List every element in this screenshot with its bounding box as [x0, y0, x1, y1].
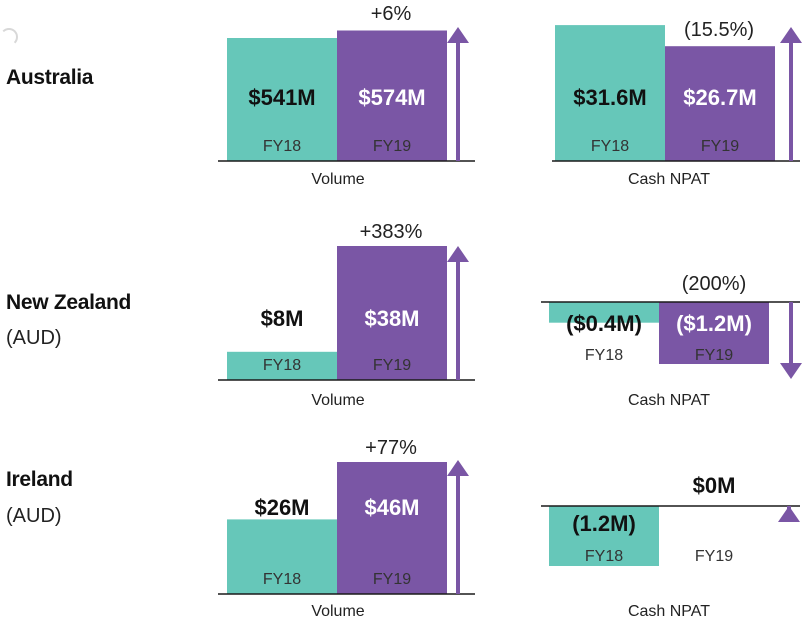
category-label-new-zealand-volume-fy18: FY18 [263, 357, 301, 374]
bar-australia-cash-npat-fy19 [665, 46, 775, 162]
value-label-new-zealand-volume-fy19: $38M [364, 306, 419, 331]
bar-new-zealand-volume-fy18 [227, 351, 337, 380]
change-label-australia-cash-npat: (15.5%) [684, 19, 754, 41]
category-label-australia-volume-fy19: FY19 [373, 138, 411, 155]
value-label-ireland-cash-npat-fy19: $0M [693, 473, 736, 498]
bar-new-zealand-cash-npat-fy19 [659, 302, 769, 364]
bar-ireland-volume-fy18 [227, 519, 337, 594]
category-label-australia-volume-fy18: FY18 [263, 138, 301, 155]
change-label-ireland-volume: +77% [365, 437, 417, 459]
xlabel-ireland-cash-npat: Cash NPAT [628, 603, 710, 620]
arrow-up-icon-ireland-volume [447, 460, 469, 476]
region-name-new-zealand: New Zealand [6, 291, 132, 314]
change-label-australia-volume: +6% [371, 3, 412, 25]
region-name-ireland: Ireland [6, 468, 73, 491]
arrow-up-icon-ireland-cash-npat [778, 506, 800, 522]
category-label-ireland-volume-fy18: FY18 [263, 571, 301, 588]
bar-new-zealand-volume-fy19 [337, 246, 447, 380]
xlabel-ireland-volume: Volume [311, 603, 364, 620]
bar-australia-volume-fy19 [337, 30, 447, 161]
watermark-logo-icon [0, 28, 18, 46]
value-label-ireland-cash-npat-fy18: (1.2M) [572, 511, 636, 536]
change-label-new-zealand-volume: +383% [360, 221, 423, 243]
value-label-australia-volume-fy18: $541M [248, 85, 315, 110]
category-label-ireland-volume-fy19: FY19 [373, 571, 411, 588]
value-label-new-zealand-volume-fy18: $8M [261, 306, 304, 331]
xlabel-australia-cash-npat: Cash NPAT [628, 171, 710, 188]
value-label-australia-volume-fy19: $574M [358, 85, 425, 110]
arrow-up-icon-australia-cash-npat [780, 27, 802, 43]
category-label-ireland-cash-npat-fy19: FY19 [695, 548, 733, 565]
value-label-new-zealand-cash-npat-fy19: ($1.2M) [676, 311, 752, 336]
arrow-up-icon-australia-volume [447, 27, 469, 43]
bar-australia-volume-fy18 [227, 38, 337, 161]
value-label-australia-cash-npat-fy19: $26.7M [683, 85, 756, 110]
bar-new-zealand-cash-npat-fy18 [549, 302, 659, 323]
value-label-australia-cash-npat-fy18: $31.6M [573, 85, 646, 110]
category-label-new-zealand-volume-fy19: FY19 [373, 357, 411, 374]
category-label-new-zealand-cash-npat-fy19: FY19 [695, 347, 733, 364]
category-label-australia-cash-npat-fy19: FY19 [701, 138, 739, 155]
region-sub-new-zealand: (AUD) [6, 327, 62, 349]
category-label-new-zealand-cash-npat-fy18: FY18 [585, 347, 623, 364]
xlabel-new-zealand-cash-npat: Cash NPAT [628, 392, 710, 409]
xlabel-new-zealand-volume: Volume [311, 392, 364, 409]
value-label-ireland-volume-fy18: $26M [254, 495, 309, 520]
arrow-down-icon-new-zealand-cash-npat [780, 363, 802, 379]
region-sub-ireland: (AUD) [6, 505, 62, 527]
value-label-ireland-volume-fy19: $46M [364, 495, 419, 520]
change-label-new-zealand-cash-npat: (200%) [682, 273, 746, 295]
category-label-ireland-cash-npat-fy18: FY18 [585, 548, 623, 565]
bar-australia-cash-npat-fy18 [555, 25, 665, 161]
xlabel-australia-volume: Volume [311, 171, 364, 188]
region-name-australia: Australia [6, 66, 94, 89]
arrow-up-icon-new-zealand-volume [447, 246, 469, 262]
bar-ireland-cash-npat-fy18 [549, 506, 659, 566]
category-label-australia-cash-npat-fy18: FY18 [591, 138, 629, 155]
bar-ireland-volume-fy19 [337, 462, 447, 594]
value-label-new-zealand-cash-npat-fy18: ($0.4M) [566, 311, 642, 336]
